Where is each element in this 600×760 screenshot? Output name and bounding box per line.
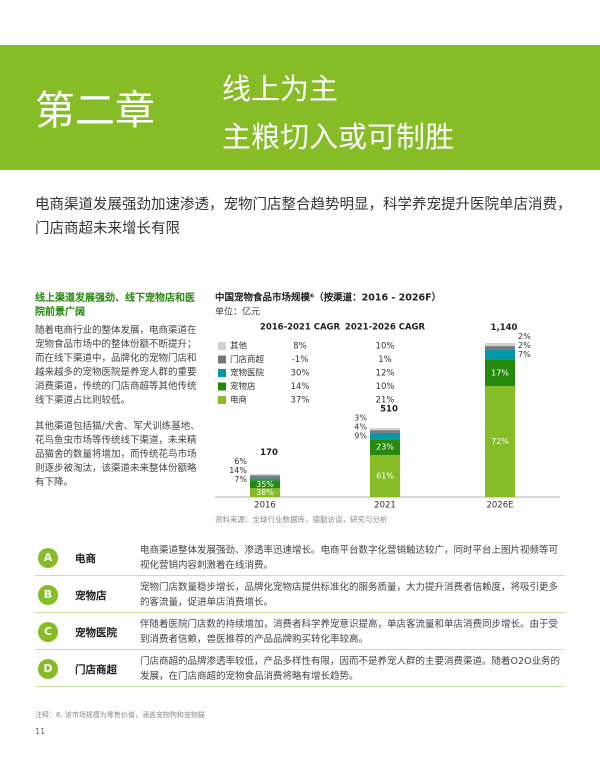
total-label: 510 — [380, 405, 398, 415]
legend-label: 电商 — [230, 395, 247, 406]
bar-segment — [485, 386, 515, 497]
row-letter: C — [38, 622, 58, 642]
legend-swatch — [218, 382, 226, 391]
bar-segment — [250, 478, 280, 481]
sidebar-paragraph: 随着电商行业的整体发展，电商渠道在宠物食品市场中的整体份额不断提升；而在线下渠道… — [35, 325, 197, 406]
header-band — [0, 45, 600, 170]
row-description: 伴随着医院门店数的持续增加，消费者科学养宠意识提高，单店客流量和单店消费同步增长… — [140, 619, 559, 645]
bar-segment — [250, 480, 280, 489]
segment-label: 72% — [491, 437, 509, 446]
cagr-value: -1% — [292, 355, 309, 365]
sidebar-heading: 线上渠道发展强劲、线下宠物店和医院前景广阔 — [35, 293, 195, 318]
title-line: 主粮切入或可制胜 — [222, 120, 455, 154]
segment-label: 4% — [354, 423, 367, 432]
total-label: 170 — [260, 448, 278, 458]
segment-label: 2% — [518, 341, 531, 350]
row-name: 门店商超 — [75, 664, 117, 676]
bar-segment — [485, 359, 515, 387]
bar-segment — [370, 432, 400, 440]
table-row: A 电商 电商渠道整体发展强劲、渗透率迅速增长。电商平台数字化营销触达较广，同时平台… — [35, 541, 565, 576]
bar-segment — [370, 430, 400, 433]
row-letter: A — [38, 548, 58, 568]
segment-label: 7% — [234, 475, 247, 484]
table-row: B 宠物店 宠物门店数量稳步增长，品牌化宠物店提供标准化的服务质量，大力提升消费者信… — [35, 578, 565, 613]
x-tick-label: 2026E — [486, 501, 513, 511]
row-letter: D — [38, 659, 58, 679]
cagr-header: 2021-2026 CAGR — [345, 323, 426, 333]
x-tick-label: 2021 — [374, 501, 396, 511]
row-description: 门店商超的品牌渗透率较低，产品多样性有限，因而不是养宠人群的主要消费渠道。随着O… — [140, 656, 561, 682]
legend-swatch — [218, 342, 226, 350]
row-name: 宠物店 — [75, 590, 107, 602]
segment-label: 14% — [229, 466, 247, 475]
bar-segment — [250, 474, 280, 476]
bar-segment — [485, 349, 515, 360]
legend-label: 门店商超 — [230, 354, 265, 365]
footnote: 注释：6. 该市场规模为零售价值，涵盖宠物狗和宠物猫 — [35, 711, 205, 719]
bar-segment — [370, 428, 400, 431]
cagr-value: 12% — [376, 369, 395, 379]
bar-segment — [370, 439, 400, 455]
bar-segment — [250, 475, 280, 479]
cagr-value: 8% — [293, 342, 307, 352]
row-name: 电商 — [75, 553, 96, 565]
summary: 电商渠道发展强劲加速渗透，宠物门店整合趋势明显，科学养宠提升医院单店消费，门店商… — [35, 197, 572, 237]
cagr-header: 2016-2021 CAGR — [260, 323, 341, 333]
cagr-value: 10% — [376, 342, 395, 352]
table-row: D 门店商超 门店商超的品牌渗透率较低，产品多样性有限，因而不是养宠人群的主要消费渠… — [35, 652, 565, 687]
cagr-value: 1% — [378, 355, 392, 365]
legend-swatch — [218, 355, 226, 364]
chart-unit: 单位：亿元 — [215, 306, 260, 318]
legend-label: 其他 — [230, 341, 248, 352]
table-row: C 宠物医院 伴随着医院门店数的持续增加，消费者科学养宠意识提高，单店客流量和单店消… — [35, 615, 565, 650]
row-name: 宠物医院 — [75, 627, 117, 639]
segment-label: 3% — [354, 414, 367, 423]
row-description: 电商渠道整体发展强劲、渗透率迅速增长。电商平台数字化营销触达较广，同时平台上图片… — [140, 545, 559, 571]
chart-source: 资料来源：全球行业数据库，德勤访谈，研究与分析 — [215, 514, 388, 524]
legend-swatch — [218, 369, 226, 377]
bar-segment — [250, 488, 280, 497]
segment-label: 9% — [354, 432, 367, 441]
legend-label: 宠物店 — [230, 381, 256, 392]
segment-label: 35% — [256, 480, 274, 489]
segment-label: 38% — [256, 488, 274, 497]
segment-label: 23% — [376, 443, 394, 452]
cagr-value: 21% — [376, 396, 395, 406]
legend-label: 宠物医院 — [230, 368, 265, 379]
legend-swatch — [218, 396, 226, 404]
bar-segment — [485, 346, 515, 350]
sidebar-paragraph: 其他渠道包括猫/犬舍、军犬训练基地、花鸟鱼虫市场等传统线下渠道，未来精品猫舍的数… — [35, 421, 200, 488]
cagr-value: 30% — [291, 369, 310, 379]
segment-label: 6% — [234, 457, 247, 466]
segment-label: 2% — [518, 332, 531, 341]
bar-segment — [485, 343, 515, 347]
segment-label: 61% — [376, 471, 394, 480]
title-line: 线上为主 — [222, 72, 339, 106]
page-number: 11 — [35, 727, 46, 736]
bar-segment — [370, 454, 400, 497]
chapter: 第二章 — [35, 88, 155, 134]
row-letter: B — [38, 585, 58, 605]
segment-label: 17% — [491, 369, 509, 378]
row-description: 宠物门店数量稳步增长，品牌化宠物店提供标准化的服务质量，大力提升消费者信赖度，将… — [140, 582, 559, 608]
x-tick-label: 2016 — [254, 501, 276, 511]
total-label: 1,140 — [491, 323, 518, 333]
segment-label: 7% — [518, 350, 531, 359]
chart-title: 中国宠物食品市场规模⁶（按渠道：2016 - 2026F） — [215, 292, 441, 304]
cagr-value: 10% — [376, 382, 395, 392]
cagr-value: 37% — [291, 396, 310, 406]
cagr-value: 14% — [291, 382, 310, 392]
